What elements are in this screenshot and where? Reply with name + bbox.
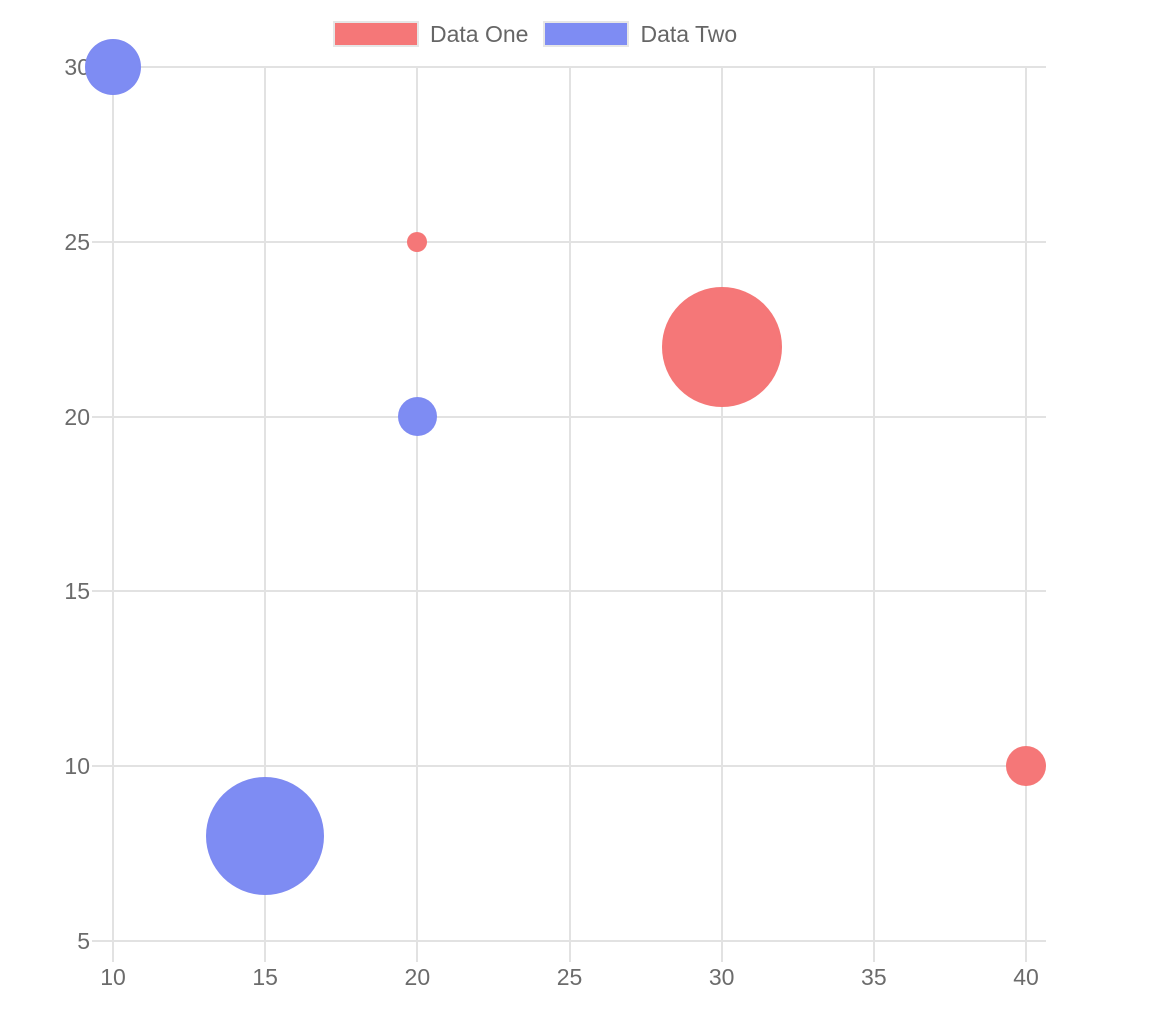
v-gridline xyxy=(720,67,723,962)
v-gridline xyxy=(872,67,875,962)
x-tick-label: 15 xyxy=(252,964,278,990)
bubble-data-two[interactable] xyxy=(85,39,141,95)
x-tick-label: 10 xyxy=(100,964,126,990)
v-gridline xyxy=(264,67,267,962)
v-gridline xyxy=(1025,67,1027,962)
bubble-data-two[interactable] xyxy=(206,777,325,896)
v-gridline xyxy=(112,67,114,962)
h-gridline xyxy=(92,940,1046,942)
h-gridline xyxy=(92,415,1046,418)
legend-item-data-one[interactable]: Data One xyxy=(333,21,528,47)
h-gridline xyxy=(92,590,1046,593)
bubble-data-two[interactable] xyxy=(397,397,437,437)
y-tick-label: 15 xyxy=(64,578,90,605)
x-tick-label: 35 xyxy=(861,964,887,990)
y-tick-label: 30 xyxy=(64,54,90,80)
legend-label-data-one: Data One xyxy=(430,21,529,47)
y-tick-label: 5 xyxy=(77,928,90,954)
legend-swatch-data-two xyxy=(543,21,630,47)
h-gridline xyxy=(92,240,1046,243)
y-tick-label: 10 xyxy=(64,753,90,780)
h-gridline xyxy=(92,66,1046,68)
x-tick-label: 25 xyxy=(556,964,583,990)
x-tick-label: 40 xyxy=(1013,964,1039,990)
legend-item-data-two[interactable]: Data Two xyxy=(543,21,737,47)
legend-label-data-two: Data Two xyxy=(640,21,738,47)
y-tick-label: 25 xyxy=(64,228,90,255)
v-gridline xyxy=(568,67,571,962)
bubble-data-one[interactable] xyxy=(661,286,782,407)
x-tick-label: 20 xyxy=(404,964,431,990)
legend-swatch-data-one xyxy=(333,21,419,47)
chart-legend: Data One Data Two xyxy=(333,21,752,47)
bubble-data-one[interactable] xyxy=(407,231,428,252)
x-tick-label: 30 xyxy=(708,964,735,990)
y-tick-label: 20 xyxy=(64,403,90,430)
bubble-data-one[interactable] xyxy=(1006,746,1046,787)
v-gridline xyxy=(416,67,419,962)
h-gridline xyxy=(92,765,1046,768)
